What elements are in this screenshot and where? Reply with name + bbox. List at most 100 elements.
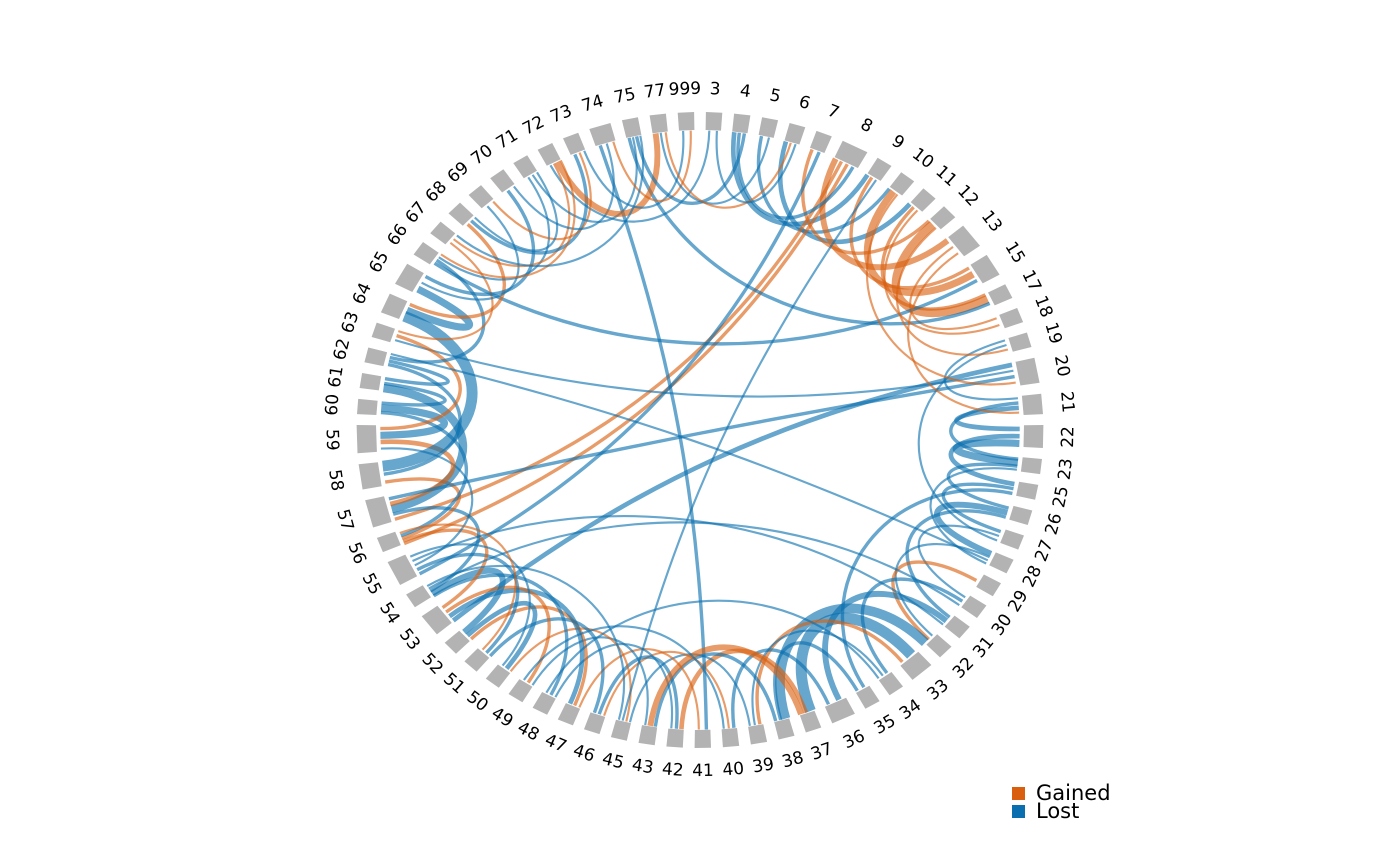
segment-30 xyxy=(961,595,987,618)
chord-segments xyxy=(356,112,1044,748)
segment-58 xyxy=(358,462,382,490)
link-30-34 xyxy=(860,577,964,675)
link-21-23 xyxy=(949,401,1019,461)
link-58-64 xyxy=(382,311,478,472)
segment-28 xyxy=(989,552,1014,574)
segment-65 xyxy=(395,263,424,292)
segment-label-69: 69 xyxy=(444,158,473,187)
link-68-71 xyxy=(474,171,559,252)
segment-63 xyxy=(371,322,395,343)
link-23-28 xyxy=(929,467,1018,565)
segment-22 xyxy=(1023,425,1044,448)
link-40-49 xyxy=(523,625,725,729)
link-35-38 xyxy=(773,641,859,721)
segment-62 xyxy=(364,347,388,367)
link-19-27 xyxy=(917,343,1007,542)
link-8-57 xyxy=(394,160,844,521)
link-67-72 xyxy=(452,163,571,268)
link-30-54 xyxy=(428,521,960,606)
segment-label-68: 68 xyxy=(422,177,451,206)
link-34-39 xyxy=(751,629,884,726)
segment-label-28: 28 xyxy=(1019,562,1046,590)
segment-label-10: 10 xyxy=(908,144,937,173)
segment-label-74: 74 xyxy=(579,91,606,116)
segment-label-3: 3 xyxy=(709,79,721,99)
link-26-28 xyxy=(934,501,1009,557)
link-13-18 xyxy=(909,246,997,330)
link-38-43 xyxy=(653,652,778,727)
link-65-70 xyxy=(424,189,536,296)
link-5-10 xyxy=(756,135,891,234)
chord-links xyxy=(380,130,1020,730)
segment-label-54: 54 xyxy=(375,599,403,628)
segment-label-40: 40 xyxy=(722,759,745,781)
segment-5 xyxy=(758,117,779,138)
segment-43 xyxy=(638,725,658,746)
link-12-17 xyxy=(891,221,990,318)
segment-label-4: 4 xyxy=(739,81,752,102)
link-12-19 xyxy=(895,227,1009,356)
segment-label-50: 50 xyxy=(463,687,492,716)
segment-label-31: 31 xyxy=(969,633,998,662)
link-23-26 xyxy=(946,462,1018,510)
segment-label-30: 30 xyxy=(988,610,1017,639)
segment-label-15: 15 xyxy=(1000,238,1028,267)
segment-47 xyxy=(557,703,581,726)
link-70-74 xyxy=(513,143,615,230)
segment-57 xyxy=(365,496,392,528)
link-26-31 xyxy=(905,509,1007,619)
link-13-21 xyxy=(907,252,1020,414)
segment-8 xyxy=(834,140,868,168)
link-50-52 xyxy=(465,600,538,670)
link-33-37 xyxy=(795,612,916,713)
segment-label-37: 37 xyxy=(808,739,835,765)
segment-37 xyxy=(799,710,822,733)
legend-swatch-lost xyxy=(1012,805,1025,818)
link-57-59 xyxy=(380,439,456,507)
segment-label-6: 6 xyxy=(796,92,812,114)
segment-label-12: 12 xyxy=(953,181,982,210)
segment-label-22: 22 xyxy=(1058,426,1078,448)
segment-label-18: 18 xyxy=(1030,293,1056,320)
segment-label-38: 38 xyxy=(780,748,806,773)
segment-label-66: 66 xyxy=(383,220,412,249)
link-40-46 xyxy=(603,650,730,729)
link-47-52 xyxy=(469,605,588,707)
link-72-77 xyxy=(554,132,661,217)
segment-label-58: 58 xyxy=(324,468,347,492)
link-11-18 xyxy=(883,209,1000,335)
segment-label-70: 70 xyxy=(467,141,496,170)
segment-label-43: 43 xyxy=(630,755,655,778)
link-20-63 xyxy=(394,339,1014,398)
segment-label-72: 72 xyxy=(519,112,547,140)
segment-66 xyxy=(413,242,439,265)
segment-label-60: 60 xyxy=(322,393,344,416)
link-66-72 xyxy=(440,159,576,279)
segment-label-62: 62 xyxy=(330,337,355,363)
segment-label-35: 35 xyxy=(871,711,900,739)
segment-74 xyxy=(589,123,616,146)
legend-swatch-gained xyxy=(1012,787,1025,800)
segment-73 xyxy=(563,132,586,155)
segment-label-47: 47 xyxy=(542,730,570,757)
link-63-67 xyxy=(397,241,494,341)
segment-label-71: 71 xyxy=(493,125,522,153)
link-22-25 xyxy=(948,433,1020,487)
link-51-56 xyxy=(399,523,517,651)
segment-71 xyxy=(513,155,537,179)
segment-68 xyxy=(448,202,474,226)
link-61-62 xyxy=(384,359,450,386)
link-8-4 xyxy=(736,132,855,220)
link-10-15 xyxy=(863,189,975,297)
legend: Gained Lost xyxy=(1012,781,1111,823)
segment-label-33: 33 xyxy=(923,675,952,704)
link-48-54 xyxy=(432,573,569,696)
link-50-55 xyxy=(409,543,531,667)
segment-label-17: 17 xyxy=(1017,267,1044,295)
link-77-6 xyxy=(664,132,792,209)
segment-38 xyxy=(774,718,795,740)
segment-4 xyxy=(732,113,751,134)
segment-label-39: 39 xyxy=(751,754,776,777)
segment-label-19: 19 xyxy=(1040,320,1065,346)
link-59-60 xyxy=(380,404,449,439)
